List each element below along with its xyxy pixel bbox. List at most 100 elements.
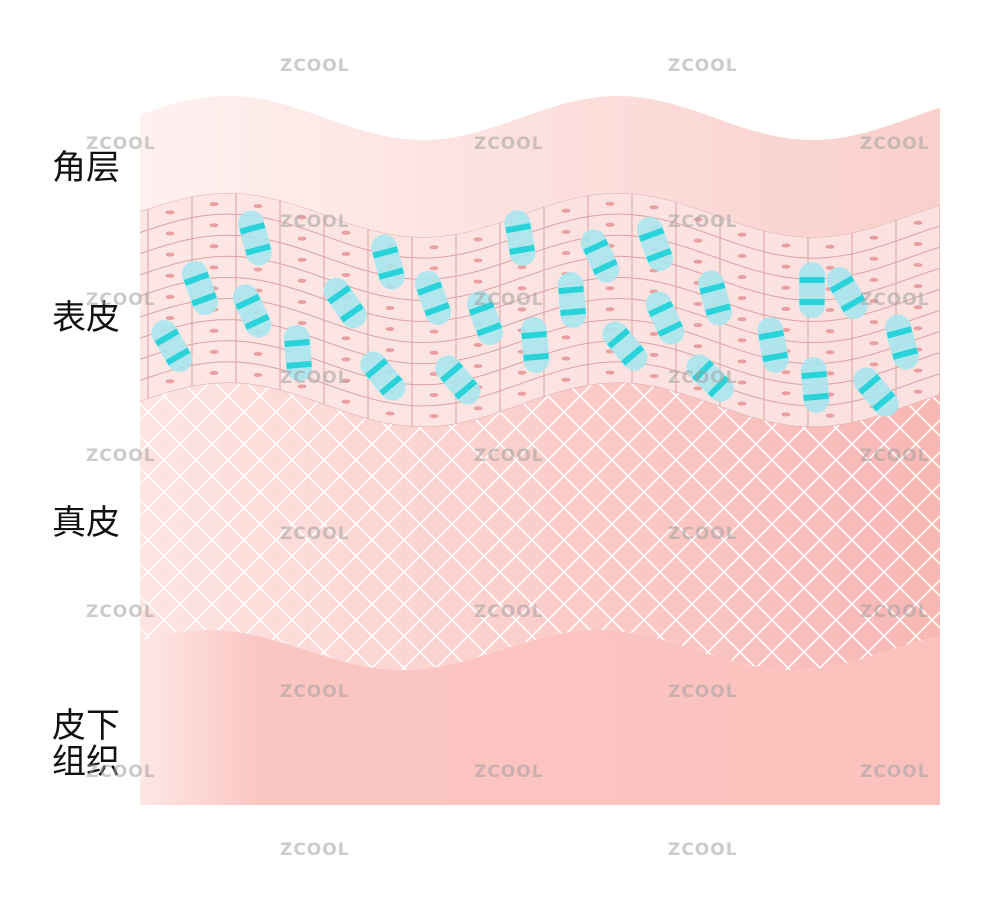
cell-nucleus [781, 285, 791, 290]
cell-nucleus [341, 273, 351, 277]
cell-nucleus [253, 204, 263, 209]
cell-nucleus [341, 378, 351, 383]
cell-nucleus [737, 232, 747, 237]
capsule-icon [686, 354, 734, 402]
capsule-icon [800, 357, 830, 413]
collagen-fiber [140, 383, 405, 670]
collagen-fiber [307, 383, 629, 670]
cell-nucleus [429, 350, 439, 355]
cell-nucleus [869, 341, 879, 346]
collagen-fiber [140, 383, 373, 670]
cell-nucleus [781, 243, 791, 248]
cell-nucleus [209, 371, 219, 375]
cell-nucleus [913, 368, 923, 373]
capsule-icon [360, 351, 406, 401]
cell-nucleus [385, 305, 395, 310]
capsule-icon [853, 367, 899, 417]
cell-nucleus [693, 217, 703, 222]
capsule-icon [602, 321, 648, 371]
cell-nucleus [517, 265, 527, 270]
cell-nucleus [517, 391, 527, 396]
collagen-fiber [819, 383, 940, 670]
capsule-icon [636, 216, 674, 272]
cell-nucleus [693, 259, 703, 264]
cell-nucleus [473, 343, 483, 347]
cell-nucleus [253, 267, 263, 272]
capsule-icon [757, 317, 789, 373]
cell-nucleus [958, 334, 967, 338]
label-dermis: 真皮 [52, 503, 120, 543]
cell-nucleus [297, 278, 307, 283]
cell-nucleus [958, 313, 967, 317]
cell-nucleus [913, 284, 923, 289]
cell-nucleus [869, 362, 879, 367]
cell-nucleus [165, 379, 175, 384]
capsule-icon [504, 210, 536, 266]
collagen-fiber [0, 380, 20, 700]
cell-nucleus [341, 336, 351, 341]
cell-nucleus [297, 300, 307, 304]
capsule-icon [371, 234, 405, 290]
cell-nucleus [958, 228, 967, 232]
cell-nucleus [605, 370, 615, 375]
cell-nucleus [737, 380, 747, 385]
cell-nucleus [253, 373, 263, 377]
cell-nucleus [561, 208, 571, 213]
cell-nucleus [561, 229, 571, 234]
cell-nucleus [737, 317, 747, 322]
capsule-icon [466, 290, 504, 346]
capsule-icon [885, 314, 919, 370]
collagen-fiber [275, 383, 597, 670]
cell-nucleus [649, 374, 659, 379]
capsule-icon [232, 284, 272, 338]
cell-nucleus [958, 376, 967, 380]
collagen-fiber [948, 380, 1000, 700]
cell-nucleus [605, 222, 615, 227]
cell-nucleus [429, 393, 439, 397]
cell-nucleus [473, 364, 483, 369]
cell-row-line [140, 298, 940, 343]
cell-nucleus [209, 223, 219, 228]
cell-nucleus [913, 241, 923, 246]
cell-row-line [140, 213, 940, 259]
cell-nucleus [869, 320, 879, 325]
stratum-corneum-layer [140, 96, 940, 237]
capsule-group [151, 210, 919, 417]
capsule-icon [826, 267, 868, 319]
cell-nucleus [209, 202, 219, 207]
cell-nucleus [517, 286, 527, 291]
cell-nucleus [913, 305, 923, 310]
cell-nucleus [297, 215, 307, 220]
dermis-layer [140, 383, 940, 670]
label-epidermis: 表皮 [52, 298, 120, 338]
cell-nucleus [561, 356, 571, 361]
cell-nucleus [737, 401, 747, 406]
cell-nucleus [473, 279, 483, 284]
cell-nucleus [649, 353, 659, 357]
capsule-icon [520, 317, 550, 373]
cell-nucleus [869, 256, 879, 261]
cell-nucleus [825, 371, 835, 376]
cell-nucleus [385, 327, 395, 331]
collagen-fiber [403, 383, 725, 670]
subcutaneous-layer [140, 630, 940, 805]
collagen-fiber [243, 383, 565, 670]
cell-nucleus [781, 264, 791, 269]
capsule-icon [557, 272, 587, 328]
collagen-fiber [0, 380, 52, 700]
cell-nucleus [253, 351, 263, 356]
cell-nucleus [693, 323, 703, 328]
cell-nucleus [341, 251, 351, 256]
collagen-fiber [883, 383, 940, 670]
cell-nucleus [693, 386, 703, 391]
cell-nucleus [429, 266, 439, 271]
cell-nucleus [297, 321, 307, 326]
cell-nucleus [737, 296, 747, 301]
cell-nucleus [825, 413, 835, 418]
cell-nucleus [517, 370, 527, 375]
cell-nucleus [781, 306, 791, 311]
cell-nucleus [958, 250, 967, 254]
cell-nucleus [165, 316, 175, 320]
capsule-icon [238, 210, 272, 266]
